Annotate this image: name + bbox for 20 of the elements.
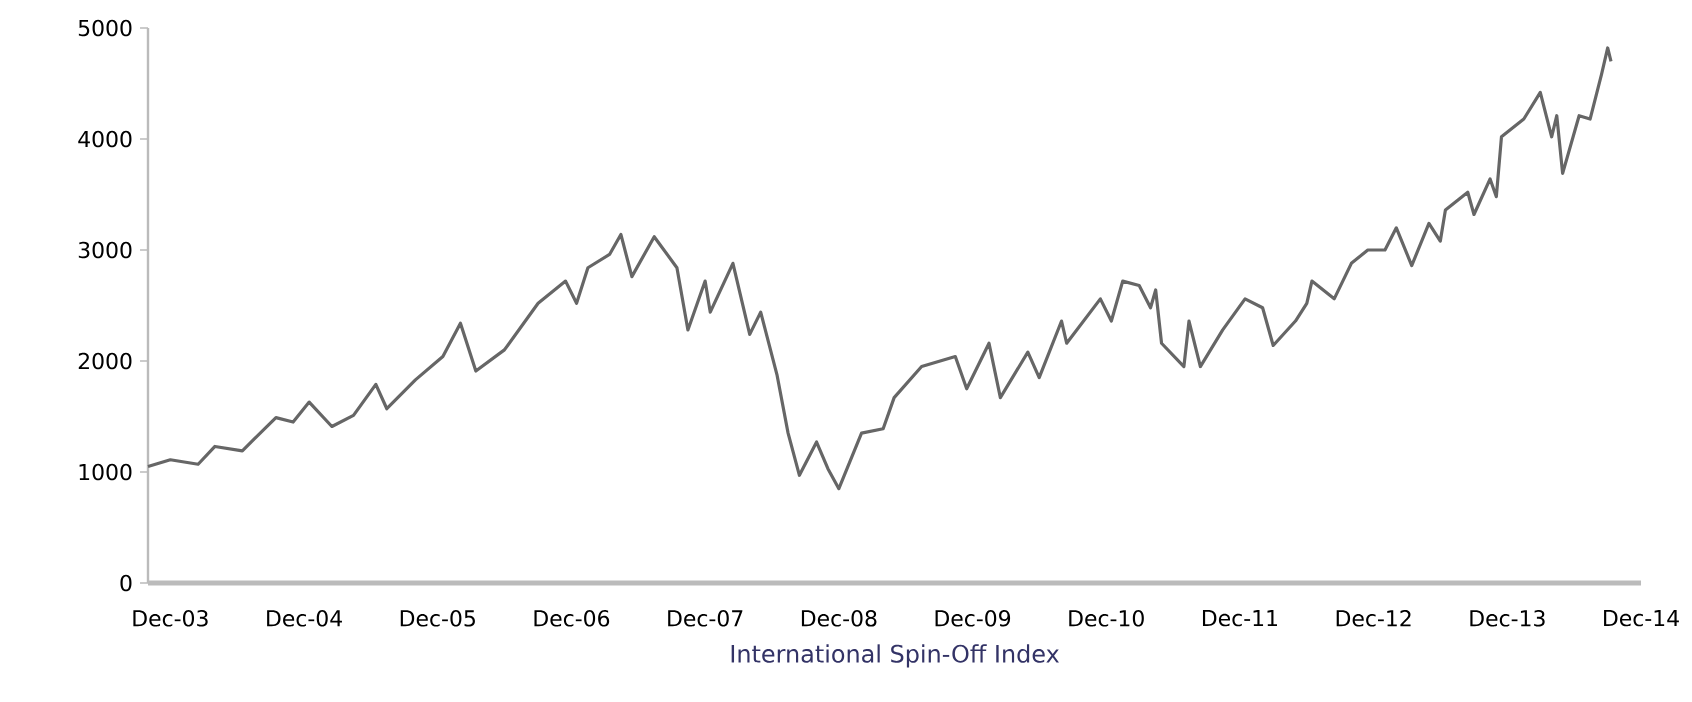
y-tick-label: 5000 [78, 19, 132, 37]
x-tick-label: Dec-04 [267, 610, 342, 627]
x-tick-label: Dec-11 [1202, 610, 1277, 627]
x-tick-label: Dec-08 [801, 610, 877, 627]
x-tick-label: Dec-13 [1470, 610, 1545, 627]
x-tick-label: Dec-06 [534, 610, 610, 627]
x-tick-label: Dec-03 [133, 610, 208, 627]
y-tick-label: 3000 [78, 241, 132, 259]
x-tick-label: Dec-12 [1336, 610, 1411, 627]
y-tick-label: 0 [120, 574, 132, 592]
y-tick-label: 4000 [78, 130, 132, 148]
x-tick-label: Dec-05 [400, 610, 475, 627]
x-tick-label: Dec-09 [935, 610, 1011, 627]
y-tick-label: 1000 [79, 463, 132, 481]
y-tick-label: 2000 [78, 352, 132, 370]
x-tick-label: Dec-10 [1069, 610, 1144, 627]
x-tick-label: Dec-07 [668, 610, 743, 627]
line-series [146, 46, 1613, 491]
x-axis-title: International Spin-Off Index [731, 644, 1059, 668]
x-tick-label: Dec-14 [1604, 610, 1679, 627]
